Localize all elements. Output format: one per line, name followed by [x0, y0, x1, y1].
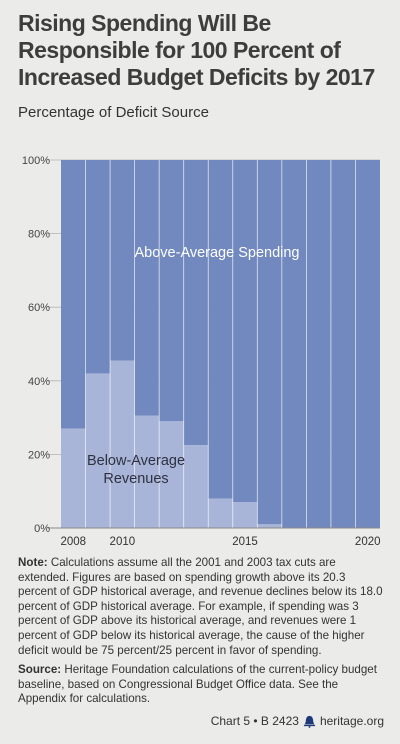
source-text: Heritage Foundation calculations of the …: [18, 663, 377, 706]
y-tick-label-3: 60%: [28, 302, 50, 314]
bar-spending-2018: [306, 160, 331, 528]
footer: Chart 5 • B 2423 heritage.org: [211, 714, 384, 728]
bar-revenues-2014: [208, 498, 233, 528]
y-tick-label-5: 100%: [22, 155, 50, 167]
x-tick-label-2020: 2020: [355, 536, 381, 548]
chart-subtitle: Percentage of Deficit Source: [18, 104, 209, 121]
chart-title: Rising Spending Will Be Responsible for …: [18, 10, 375, 90]
bar-spending-2015: [232, 160, 258, 503]
liberty-bell-icon: [303, 715, 316, 728]
y-axis-ticks: 0% 20% 40% 60% 80% 100%: [22, 155, 50, 535]
bar-spending-2014: [208, 160, 233, 499]
bar-revenues-2015: [232, 502, 258, 528]
x-axis-ticks: 2008 2010 2015 2020: [60, 536, 380, 548]
x-tick-label-2015: 2015: [232, 536, 258, 548]
bar-spending-2016: [257, 160, 282, 525]
bar-revenues-2016: [257, 524, 282, 528]
bars: [48, 160, 380, 529]
chart-reference: Chart 5 • B 2423: [210, 714, 299, 728]
y-tick-label-0: 0%: [34, 523, 50, 535]
y-tick-label-1: 20%: [28, 449, 50, 461]
bar-spending-2008: [61, 160, 86, 429]
source-label: Source:: [18, 663, 62, 676]
bar-spending-2010: [110, 160, 135, 361]
bar-revenues-2012: [159, 421, 184, 528]
bar-revenues-2011: [134, 415, 160, 528]
bar-revenues-2009: [85, 373, 111, 528]
bar-spending-2012: [159, 160, 184, 422]
chart-note: Note: Calculations assume all the 2001 a…: [18, 556, 383, 658]
note-label: Note:: [18, 556, 48, 569]
annotation-above-average-spending: Above-Average Spending: [135, 245, 300, 261]
bar-spending-2013: [183, 160, 209, 446]
bar-spending-2017: [281, 160, 307, 528]
bar-spending-2009: [85, 160, 111, 374]
bar-revenues-2010: [110, 360, 135, 528]
annotation-below-average-revenues-line1: Below-Average: [87, 453, 185, 469]
note-text: Calculations assume all the 2001 and 200…: [18, 556, 383, 657]
x-tick-label-2008: 2008: [60, 536, 86, 548]
bar-spending-2019: [330, 160, 356, 528]
bar-revenues-2013: [183, 445, 209, 528]
x-tick-label-2010: 2010: [110, 536, 136, 548]
bar-spending-2020: [355, 160, 380, 528]
bar-chart: 0% 20% 40% 60% 80% 100% 2008 2010 2015 2020 Abov…: [22, 155, 381, 548]
y-tick-label-2: 40%: [28, 376, 50, 388]
site-link[interactable]: heritage.org: [319, 714, 384, 728]
bar-spending-2011: [134, 160, 160, 416]
y-tick-label-4: 80%: [28, 229, 50, 241]
chart-source: Source: Heritage Foundation calculations…: [18, 663, 383, 707]
annotation-below-average-revenues-line2: Revenues: [103, 471, 168, 487]
bar-revenues-2008: [61, 428, 86, 528]
